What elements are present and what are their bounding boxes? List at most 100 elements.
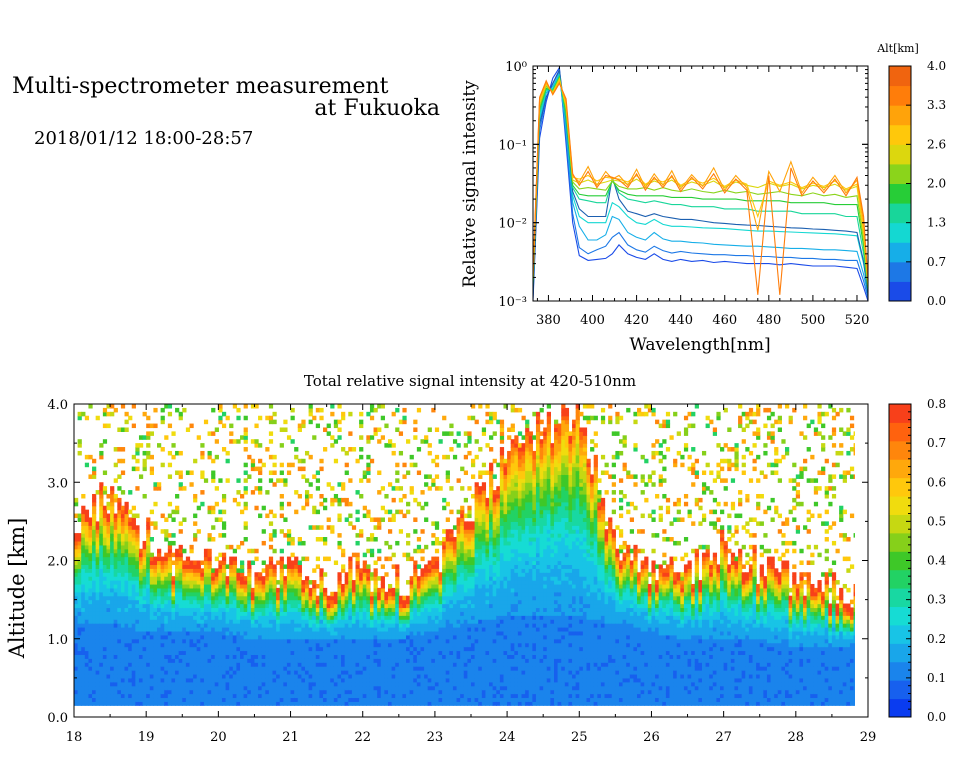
heatmap-cell: [452, 580, 458, 585]
heatmap-cell: [286, 564, 292, 569]
heatmap-cell: [182, 642, 187, 648]
heatmap-cell: [110, 701, 115, 706]
heatmap-cell: [366, 615, 371, 620]
heatmap-cell: [261, 662, 266, 667]
heatmap-cell: [102, 670, 108, 675]
heatmap-cell: [283, 482, 288, 487]
heatmap-cell: [218, 697, 223, 702]
heatmap-cell: [420, 576, 425, 581]
heatmap-cell: [445, 607, 450, 612]
heatmap-cell: [272, 482, 277, 487]
heatmap-cell: [359, 677, 364, 683]
heatmap-cell: [442, 595, 447, 601]
heatmap-cell: [308, 619, 313, 624]
heatmap-cell: [157, 603, 162, 609]
heatmap-cell: [113, 701, 118, 706]
heatmap-cell: [330, 607, 335, 612]
heatmap-cell: [102, 568, 108, 573]
heatmap-cell: [377, 490, 382, 495]
heatmap-cell: [247, 595, 252, 601]
heatmap-cell: [113, 521, 118, 526]
altitude-colorbar-cell: [889, 222, 911, 243]
heatmap-cell: [431, 458, 436, 464]
heatmap-cell: [297, 642, 302, 648]
heatmap-cell: [413, 670, 418, 675]
heatmap-cell: [413, 646, 418, 652]
heatmap-cell: [258, 466, 263, 472]
heatmap-cell: [178, 521, 183, 526]
heatmap-cell: [326, 611, 331, 616]
heatmap-cell: [294, 689, 299, 695]
heatmap-cell: [178, 529, 183, 534]
heatmap-cell: [442, 666, 447, 671]
heatmap-cell: [351, 603, 357, 609]
heatmap-cell: [449, 572, 454, 577]
heatmap-cell: [297, 634, 302, 640]
heatmap-cell: [297, 595, 302, 601]
heatmap-cell: [323, 630, 328, 636]
heatmap-cell: [330, 642, 335, 648]
heatmap-cell: [142, 462, 147, 468]
heatmap-cell: [128, 529, 133, 534]
heatmap-cell: [214, 630, 219, 636]
heatmap-cell: [409, 670, 414, 675]
heatmap-cell: [153, 650, 158, 655]
heatmap-cell: [157, 552, 162, 558]
heatmap-cell: [362, 560, 367, 566]
heatmap-cell: [110, 599, 115, 605]
heatmap-cell: [391, 619, 396, 624]
heatmap-cell: [268, 537, 274, 542]
heatmap-cell: [193, 576, 198, 581]
heatmap-cell: [106, 505, 111, 511]
heatmap-cell: [434, 654, 440, 659]
heatmap-cell: [434, 666, 440, 671]
heatmap-cell: [178, 576, 183, 581]
heatmap-cell: [254, 666, 259, 671]
heatmap-cell: [326, 701, 331, 706]
heatmap-cell: [301, 619, 306, 624]
heatmap-cell: [308, 482, 313, 487]
heatmap-cell: [196, 630, 201, 636]
heatmap-cell: [268, 404, 274, 409]
heatmap-cell: [304, 697, 310, 702]
heatmap-cell: [276, 681, 281, 687]
heatmap-cell: [265, 634, 270, 640]
heatmap-cell: [131, 662, 136, 667]
heatmap-cell: [254, 607, 259, 612]
heatmap-cell: [182, 681, 187, 687]
heatmap-cell: [449, 583, 454, 589]
heatmap-cell: [232, 599, 238, 605]
heatmap-cell: [171, 685, 176, 691]
heatmap-cell: [81, 646, 86, 652]
heatmap-cell: [117, 630, 122, 636]
heatmap-cell: [413, 599, 418, 605]
heatmap-cell: [146, 587, 151, 593]
heatmap-cell: [449, 623, 454, 628]
heatmap-cell: [308, 615, 313, 620]
heatmap-cell: [120, 513, 126, 519]
heatmap-cell: [312, 673, 317, 679]
heatmap-cell: [261, 603, 266, 609]
heatmap-cell: [175, 580, 180, 585]
heatmap-cell: [178, 611, 183, 616]
heatmap-cell: [193, 537, 198, 542]
heatmap-cell: [330, 435, 335, 440]
heatmap-cell: [348, 595, 353, 601]
heatmap-cell: [406, 611, 411, 616]
heatmap-cell: [348, 670, 353, 675]
heatmap-cell: [261, 583, 266, 589]
heatmap-cell: [110, 603, 115, 609]
heatmap-cell: [265, 591, 270, 597]
heatmap-cell: [384, 673, 389, 679]
heatmap-cell: [175, 689, 180, 695]
heatmap-cell: [92, 474, 97, 479]
heatmap-cell: [369, 548, 375, 554]
heatmap-cell: [420, 615, 425, 620]
heatmap-cell: [99, 497, 104, 503]
heatmap-cell: [200, 583, 205, 589]
heatmap-cell: [301, 693, 306, 699]
heatmap-cell: [146, 443, 151, 448]
heatmap-cell: [323, 587, 328, 593]
heatmap-cell: [341, 482, 346, 487]
heatmap-cell: [395, 486, 400, 491]
